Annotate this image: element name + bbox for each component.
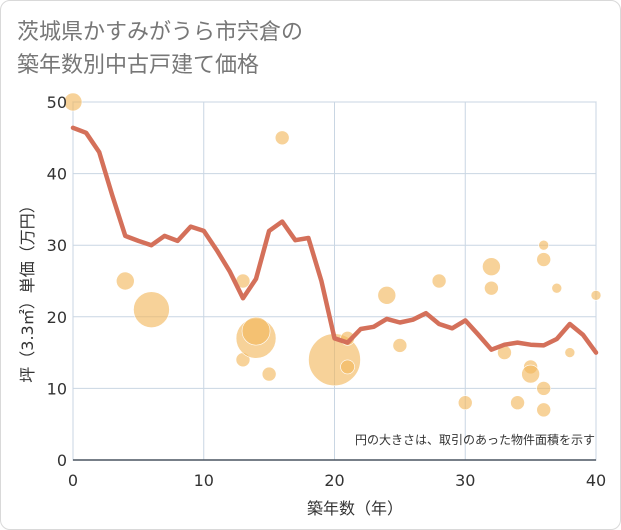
x-tick-label: 0 bbox=[68, 471, 78, 490]
data-bubble bbox=[133, 291, 170, 328]
y-tick-label: 30 bbox=[47, 236, 67, 255]
chart-title: 茨城県かすみがうら市宍倉の 築年数別中古戸建て価格 bbox=[17, 16, 303, 82]
data-bubble bbox=[521, 364, 540, 384]
data-bubble bbox=[241, 316, 271, 346]
average-price-line bbox=[70, 125, 599, 355]
chart-title-line-1: 茨城県かすみがうら市宍倉の bbox=[17, 20, 304, 45]
x-tick-label: 40 bbox=[586, 471, 606, 490]
data-bubble bbox=[482, 257, 501, 276]
data-bubble bbox=[274, 130, 290, 146]
data-bubble bbox=[340, 359, 355, 375]
data-bubble bbox=[63, 92, 83, 112]
data-bubble bbox=[536, 381, 552, 396]
data-bubble bbox=[431, 273, 447, 289]
tick-labels: 0 10 20 30 40 0 10 20 30 40 50 bbox=[47, 93, 607, 490]
x-axis-label: 築年数（年） bbox=[307, 499, 403, 518]
data-bubble bbox=[392, 338, 408, 353]
grid bbox=[72, 101, 597, 461]
data-bubble bbox=[510, 395, 525, 411]
data-bubble bbox=[564, 347, 576, 358]
data-bubble bbox=[590, 290, 602, 301]
data-bubble bbox=[457, 395, 473, 411]
data-bubble bbox=[377, 286, 397, 305]
y-tick-label: 40 bbox=[47, 165, 67, 184]
data-bubble bbox=[484, 280, 499, 296]
data-bubble bbox=[551, 282, 563, 294]
bubbles bbox=[63, 92, 602, 418]
size-note: 円の大きさは、取引のあった物件面積を示す bbox=[355, 432, 595, 447]
data-bubble bbox=[536, 402, 552, 418]
x-tick-label: 10 bbox=[194, 471, 214, 490]
chart-title-line-2: 築年数別中古戸建て価格 bbox=[17, 53, 260, 78]
y-tick-label: 10 bbox=[47, 379, 67, 398]
data-bubble bbox=[261, 366, 277, 382]
y-tick-label: 20 bbox=[47, 308, 67, 327]
data-bubble bbox=[116, 271, 135, 291]
average-line-layer bbox=[70, 125, 599, 355]
y-tick-label: 0 bbox=[57, 451, 67, 470]
data-bubble bbox=[536, 252, 552, 267]
y-tick-label: 50 bbox=[47, 93, 67, 112]
x-tick-label: 30 bbox=[455, 471, 475, 490]
x-tick-label: 20 bbox=[324, 471, 344, 490]
data-bubble bbox=[538, 239, 550, 251]
y-axis-label: 坪（3.3㎡）単価（万円） bbox=[18, 197, 37, 382]
